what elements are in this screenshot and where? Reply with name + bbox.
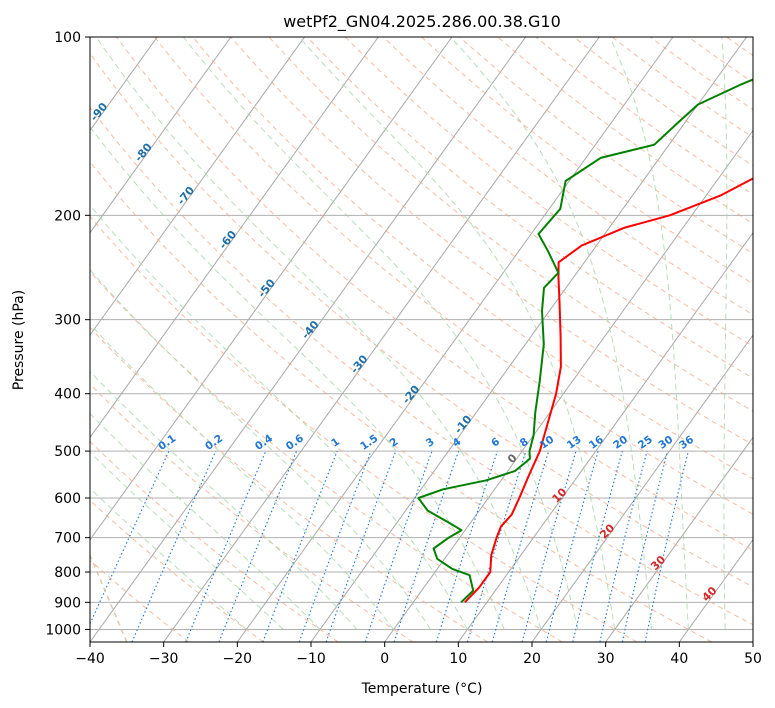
dry-adiabat (383, 37, 753, 316)
x-tick-label: 20 (523, 651, 541, 667)
moist-adiabat (90, 323, 395, 630)
mixing-ratio-line (466, 450, 527, 642)
dry-adiabat (90, 383, 414, 642)
y-tick-label: 800 (54, 565, 81, 581)
isotherm-gridline (678, 538, 753, 642)
plot-frame (89, 36, 754, 643)
moist-adiabat (609, 37, 689, 630)
x-tick-label: 40 (670, 651, 688, 667)
moist-adiabat (90, 451, 284, 630)
dry-adiabat (421, 37, 753, 285)
dry-adiabat (459, 37, 753, 254)
x-axis-title: Temperature (°C) (361, 681, 483, 697)
mixing-ratio-line (621, 450, 669, 642)
mixing-ratio-line (644, 450, 689, 642)
series-layer (417, 78, 753, 604)
isotherm-gridline (90, 37, 232, 234)
mixing-ratio-line (185, 450, 267, 642)
mixing-ratio-line (435, 450, 498, 642)
reference-lines-layer (90, 37, 753, 642)
moist-adiabat (183, 37, 579, 630)
moist-adiabat (90, 370, 358, 630)
y-tick-label: 1000 (45, 622, 81, 638)
y-axis-title: Pressure (hPa) (11, 290, 27, 390)
mixing-ratio-line (545, 450, 599, 642)
mixing-ratio-line (491, 450, 550, 642)
dewpoint-profile-line (417, 78, 753, 604)
isotherm-gridline (90, 37, 306, 336)
x-tick-label: −20 (223, 651, 253, 667)
y-tick-label: 300 (54, 313, 81, 329)
x-tick-label: 30 (597, 651, 615, 667)
x-tick-label: −40 (75, 651, 105, 667)
isotherm-gridline (531, 334, 753, 642)
x-tick-label: 0 (380, 651, 389, 667)
y-tick-label: 200 (54, 208, 81, 224)
moist-adiabat (90, 487, 247, 630)
isotherm-gridline (90, 37, 527, 642)
dry-adiabat (90, 52, 753, 588)
dry-adiabat (116, 37, 753, 551)
mixing-ratio-line (599, 450, 648, 642)
y-tick-label: 600 (54, 491, 81, 507)
mixing-ratio-line (521, 450, 577, 642)
x-tick-label: 10 (449, 651, 467, 667)
x-tick-label: −10 (296, 651, 326, 667)
dry-adiabat (90, 326, 488, 642)
isotherm-gridline (236, 37, 674, 642)
dry-adiabat (154, 37, 753, 515)
chart-title: wetPf2_GN04.2025.286.00.38.G10 (283, 12, 561, 32)
dry-adiabat (90, 499, 264, 642)
isotherm-gridline (605, 436, 753, 642)
y-tick-label: 700 (54, 531, 81, 547)
moist-adiabat (90, 269, 431, 630)
y-tick-label: 100 (54, 30, 81, 46)
moist-adiabat (90, 126, 505, 630)
moist-adiabat (450, 37, 652, 630)
moist-adiabat (298, 37, 616, 630)
mixing-ratio-line (325, 450, 397, 642)
mixing-ratio-line (572, 450, 623, 642)
mixing-ratio-line (131, 450, 217, 642)
x-tick-label: 50 (744, 651, 762, 667)
mixing-ratio-line (364, 450, 433, 642)
dry-adiabat (90, 215, 638, 642)
temperature-profile-line (464, 177, 753, 603)
x-tick-label: −30 (149, 651, 179, 667)
x-axis: −40 −30 −20 −10 0 10 20 30 40 50 (75, 642, 762, 667)
moist-adiabat (95, 37, 542, 630)
y-tick-label: 900 (54, 595, 81, 611)
isotherm-gridline (90, 37, 379, 439)
isotherm-gridline (163, 37, 600, 642)
moist-adiabat (721, 37, 728, 630)
isotherm-gridline (384, 129, 753, 642)
y-axis: 100 200 300 400 500 600 700 800 900 1000 (45, 30, 90, 638)
dry-adiabat (573, 37, 753, 167)
moist-adiabat (90, 204, 468, 630)
y-tick-label: 500 (54, 444, 81, 460)
dry-adiabat (90, 161, 712, 642)
isotherm-gridline (457, 231, 753, 642)
isotherm-gridline (90, 37, 453, 541)
y-tick-label: 400 (54, 387, 81, 403)
dry-adiabat (192, 37, 753, 480)
mixing-ratio-line (90, 450, 170, 626)
dry-adiabat (90, 106, 753, 626)
mixing-ratio-line (393, 450, 460, 642)
